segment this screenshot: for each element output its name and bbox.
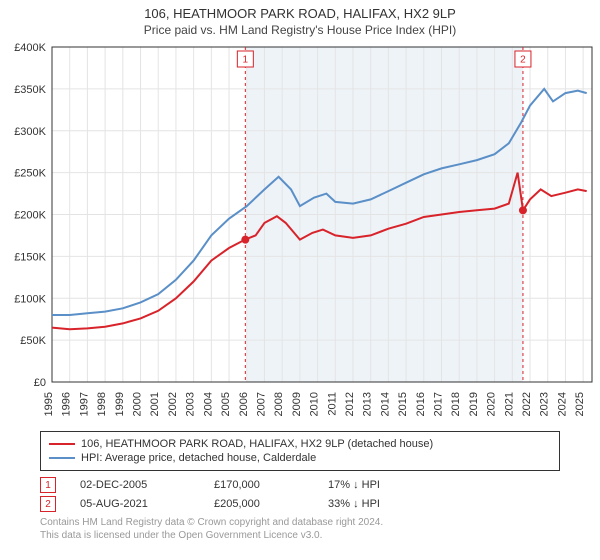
svg-text:2002: 2002 — [167, 392, 179, 416]
legend-item: 106, HEATHMOOR PARK ROAD, HALIFAX, HX2 9… — [49, 438, 551, 450]
svg-text:1: 1 — [243, 55, 249, 66]
legend-item: HPI: Average price, detached house, Cald… — [49, 452, 551, 464]
svg-text:1998: 1998 — [96, 392, 108, 416]
sale-hpi-delta: 17% ↓ HPI — [328, 479, 380, 491]
svg-text:1996: 1996 — [61, 392, 73, 416]
svg-text:2001: 2001 — [149, 392, 161, 416]
sale-hpi-delta: 33% ↓ HPI — [328, 498, 380, 510]
sale-price: £205,000 — [214, 498, 304, 510]
sale-row: 2 05-AUG-2021 £205,000 33% ↓ HPI — [40, 496, 560, 512]
legend-label: HPI: Average price, detached house, Cald… — [81, 452, 316, 464]
svg-text:2025: 2025 — [574, 392, 586, 416]
svg-text:£150K: £150K — [14, 251, 46, 263]
svg-text:1995: 1995 — [43, 392, 55, 416]
svg-text:£200K: £200K — [14, 210, 46, 222]
svg-text:£50K: £50K — [20, 335, 46, 347]
svg-text:2008: 2008 — [273, 392, 285, 416]
svg-text:2019: 2019 — [468, 392, 480, 416]
sale-date: 05-AUG-2021 — [80, 498, 190, 510]
svg-text:2: 2 — [520, 55, 526, 66]
chart-legend: 106, HEATHMOOR PARK ROAD, HALIFAX, HX2 9… — [40, 431, 560, 471]
svg-text:2000: 2000 — [132, 392, 144, 416]
svg-text:1997: 1997 — [78, 392, 90, 416]
svg-text:£250K: £250K — [14, 168, 46, 180]
sale-index-box: 1 — [40, 477, 56, 493]
svg-text:2014: 2014 — [379, 392, 391, 416]
svg-text:£350K: £350K — [14, 84, 46, 96]
svg-text:2010: 2010 — [309, 392, 321, 416]
svg-text:2022: 2022 — [521, 392, 533, 416]
sale-row: 1 02-DEC-2005 £170,000 17% ↓ HPI — [40, 477, 560, 493]
svg-text:1999: 1999 — [114, 392, 126, 416]
chart-title-address: 106, HEATHMOOR PARK ROAD, HALIFAX, HX2 9… — [0, 6, 600, 21]
svg-text:£400K: £400K — [14, 42, 46, 54]
svg-text:2012: 2012 — [344, 392, 356, 416]
svg-text:£100K: £100K — [14, 293, 46, 305]
svg-text:2021: 2021 — [503, 392, 515, 416]
svg-text:2020: 2020 — [486, 392, 498, 416]
sale-index-box: 2 — [40, 496, 56, 512]
legend-swatch — [49, 457, 75, 459]
svg-text:2011: 2011 — [326, 392, 338, 416]
legend-swatch — [49, 443, 75, 445]
sale-date: 02-DEC-2005 — [80, 479, 190, 491]
svg-text:2024: 2024 — [556, 392, 568, 416]
svg-text:2005: 2005 — [220, 392, 232, 416]
svg-text:2007: 2007 — [255, 392, 267, 416]
credit-line-1: Contains HM Land Registry data © Crown c… — [40, 516, 560, 529]
svg-text:2009: 2009 — [291, 392, 303, 416]
svg-text:2006: 2006 — [238, 392, 250, 416]
svg-text:2016: 2016 — [415, 392, 427, 416]
price-chart: £0 £50K £100K £150K £200K £250K £300K £350K £400… — [0, 37, 600, 427]
svg-text:2017: 2017 — [433, 392, 445, 416]
chart-subtitle: Price paid vs. HM Land Registry's House … — [0, 23, 600, 37]
credit-text: Contains HM Land Registry data © Crown c… — [40, 516, 560, 542]
credit-line-2: This data is licensed under the Open Gov… — [40, 529, 560, 542]
svg-text:2013: 2013 — [362, 392, 374, 416]
sale-price: £170,000 — [214, 479, 304, 491]
svg-text:£300K: £300K — [14, 126, 46, 138]
svg-text:2004: 2004 — [202, 392, 214, 416]
svg-text:2023: 2023 — [539, 392, 551, 416]
legend-label: 106, HEATHMOOR PARK ROAD, HALIFAX, HX2 9… — [81, 438, 433, 450]
svg-text:2003: 2003 — [185, 392, 197, 416]
svg-text:£0: £0 — [34, 377, 46, 389]
svg-text:2015: 2015 — [397, 392, 409, 416]
svg-text:2018: 2018 — [450, 392, 462, 416]
sales-table: 1 02-DEC-2005 £170,000 17% ↓ HPI 2 05-AUG-202… — [40, 477, 560, 512]
